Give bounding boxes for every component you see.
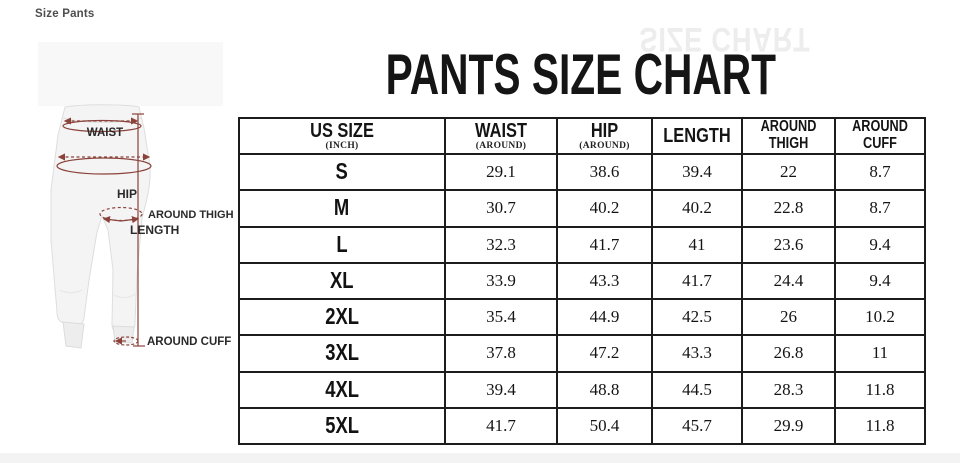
col-header-label: US SIZE [310,119,374,142]
size-cell: S [238,152,446,192]
wrinkle-right [113,293,136,298]
size-table: US SIZE (INCH) WAIST (AROUND) HIP (AROUN… [238,117,926,446]
size-table-body: S 29.1 38.6 39.4 22 8.7 M 30.7 40.2 40.2… [238,152,926,446]
thigh-value: 28.3 [741,370,836,409]
hip-value: 41.7 [556,225,653,264]
table-row-3xl: 3XL 37.8 47.2 43.3 26.8 11 [238,334,926,373]
measurement-lines [56,113,152,347]
cuff-value: 8.7 [834,152,926,192]
waist-value: 37.8 [444,334,558,373]
waist-ellipse [62,119,142,133]
waist-label: WAIST [87,127,123,139]
table-row-l: L 32.3 41.7 41 23.6 9.4 [238,225,926,264]
waist-value: 39.4 [444,370,558,409]
table-row-xl: XL 33.9 43.3 41.7 24.4 9.4 [238,261,926,301]
waist-value: 32.3 [444,225,558,264]
photo-background [38,42,223,106]
cuff-value: 8.7 [834,189,926,228]
thigh-value: 24.4 [741,261,836,301]
size-cell: 2XL [238,297,446,337]
thigh-arrow-left [102,216,122,224]
size-cell: L [238,225,446,264]
page-title-text: PANTS SIZE CHART [385,41,777,107]
waist-value: 29.1 [444,152,558,192]
cuff-value: 11 [834,334,926,373]
page-label: Size Pants [35,8,95,20]
cuff-value: 9.4 [834,261,926,301]
col-header-around-cuff: AROUND CUFF [834,117,926,155]
wrinkle-left [59,289,83,294]
size-cell: 4XL [238,370,446,409]
table-row-5xl: 5XL 41.7 50.4 45.7 29.9 11.8 [238,406,926,446]
around-thigh-label: AROUND THIGH [148,209,234,221]
hip-value: 43.3 [556,261,653,301]
around-cuff-label: AROUND CUFF [147,336,231,348]
col-header-length: LENGTH [651,117,743,155]
left-cuff [62,321,85,349]
table-row-4xl: 4XL 39.4 48.8 44.5 28.3 11.8 [238,370,926,409]
hip-ellipse [56,157,152,175]
col-header-sub: (AROUND) [579,140,630,151]
length-value: 44.5 [651,370,743,409]
thigh-value: 26 [741,297,836,337]
hip-value: 48.8 [556,370,653,409]
col-header-label: WAIST [475,119,527,142]
cuff-value: 11.8 [834,370,926,409]
page-title: PANTS SIZE CHART [238,41,924,107]
hip-value: 50.4 [556,406,653,446]
thigh-value: 22 [741,152,836,192]
col-header-label: AROUND THIGH [760,118,817,152]
length-value: 41 [651,225,743,264]
size-cell: 3XL [238,334,446,373]
hip-value: 40.2 [556,189,653,228]
col-header-label: AROUND CUFF [852,118,908,152]
cuff-value: 11.8 [834,406,926,446]
thigh-arrow-right [120,216,140,224]
hip-label: HIP [117,187,137,201]
thigh-value: 22.8 [741,189,836,228]
pants-diagram: WAIST HIP AROUND THIGH LENGTH AROUND CUF… [38,80,240,372]
thigh-value: 29.9 [741,406,836,446]
page-bottom-strip [0,453,960,463]
thigh-value: 23.6 [741,225,836,264]
thigh-value: 26.8 [741,334,836,373]
length-value: 45.7 [651,406,743,446]
length-label: LENGTH [130,223,179,237]
length-value: 41.7 [651,261,743,301]
size-cell: XL [238,261,446,301]
size-table-header: US SIZE (INCH) WAIST (AROUND) HIP (AROUN… [238,117,926,155]
col-header-label: LENGTH [663,125,731,147]
waist-value: 30.7 [444,189,558,228]
col-header-us-size: US SIZE (INCH) [238,117,446,155]
waist-value: 35.4 [444,297,558,337]
table-row-s: S 29.1 38.6 39.4 22 8.7 [238,152,926,192]
hip-value: 44.9 [556,297,653,337]
col-header-sub: (INCH) [325,140,359,151]
pants-illustration: WAIST HIP AROUND THIGH LENGTH AROUND CUF… [50,104,234,349]
col-header-waist: WAIST (AROUND) [444,117,558,155]
length-value: 39.4 [651,152,743,192]
size-cell: 5XL [238,406,446,446]
hip-value: 47.2 [556,334,653,373]
hip-value: 38.6 [556,152,653,192]
header-row: US SIZE (INCH) WAIST (AROUND) HIP (AROUN… [238,117,926,155]
table-row-m: M 30.7 40.2 40.2 22.8 8.7 [238,189,926,228]
length-value: 43.3 [651,334,743,373]
col-header-sub: (AROUND) [475,140,527,151]
length-value: 40.2 [651,189,743,228]
cuff-ellipse [113,336,139,346]
col-header-label: HIP [590,119,619,142]
length-value: 42.5 [651,297,743,337]
waist-value: 41.7 [444,406,558,446]
cuff-value: 10.2 [834,297,926,337]
size-cell: M [238,189,446,228]
col-header-hip: HIP (AROUND) [556,117,653,155]
cuff-value: 9.4 [834,225,926,264]
table-row-2xl: 2XL 35.4 44.9 42.5 26 10.2 [238,297,926,337]
col-header-around-thigh: AROUND THIGH [741,117,836,155]
waist-value: 33.9 [444,261,558,301]
